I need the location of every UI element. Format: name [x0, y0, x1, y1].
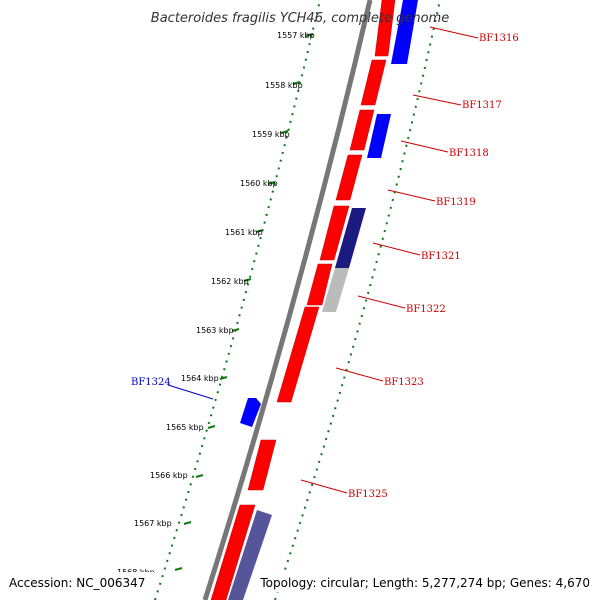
gene-label-bf1318[interactable]: BF1318 — [449, 148, 489, 159]
footer-right-bg — [255, 572, 595, 592]
ruler-tick-label: 1561 kbp — [225, 228, 263, 237]
gene-label-leaders — [167, 26, 479, 494]
ruler-tick-label: 1558 kbp — [265, 81, 303, 90]
gene-bf1321 — [319, 205, 350, 261]
outer-ruler-track — [274, 0, 441, 600]
ruler-tick-label: 1557 kbp — [277, 31, 315, 40]
accession-text: Accession: NC_006347 — [9, 576, 145, 590]
ruler-tick-label: 1564 kbp — [181, 374, 219, 383]
ruler-tick-label: 1563 kbp — [196, 326, 234, 335]
ruler-tick-label: 1567 kbp — [134, 519, 172, 528]
gene-bf1318 — [349, 109, 375, 151]
map-title: Bacteroides fragilis YCH46, complete gen… — [151, 11, 449, 26]
gene-bf1322 — [306, 263, 333, 306]
gene-bf1316 — [374, 0, 396, 57]
gene-reverse-4 — [322, 268, 349, 312]
gene-bf1324 — [240, 398, 261, 427]
genome-summary-text: Topology: circular; Length: 5,277,274 bp… — [259, 576, 590, 590]
gene-label-bf1325[interactable]: BF1325 — [348, 489, 388, 500]
gene-bf1323 — [276, 306, 320, 403]
ruler-tick-label: 1560 kbp — [240, 179, 278, 188]
gene-reverse-1 — [391, 0, 418, 64]
gene-label-bf1324[interactable]: BF1324 — [131, 377, 171, 388]
inner-ruler-track — [154, 0, 321, 600]
gene-bf1319 — [335, 154, 363, 201]
gene-bf1317 — [360, 59, 387, 106]
ruler-tick-label: 1565 kbp — [166, 423, 204, 432]
gene-label-bf1323[interactable]: BF1323 — [384, 377, 424, 388]
gene-label-bf1319[interactable]: BF1319 — [436, 197, 476, 208]
gene-reverse-6 — [228, 510, 272, 600]
gene-reverse-3 — [335, 208, 366, 268]
gene-label-bf1317[interactable]: BF1317 — [462, 100, 502, 111]
gene-label-bf1321[interactable]: BF1321 — [421, 251, 461, 262]
ruler-tick-label: 1566 kbp — [150, 471, 188, 480]
gene-label-bf1316[interactable]: BF1316 — [479, 33, 519, 44]
ruler-tick-label: 1559 kbp — [252, 130, 290, 139]
gene-label-bf1322[interactable]: BF1322 — [406, 304, 446, 315]
ruler-tick-marks — [174, 33, 314, 571]
gene-bf1325 — [247, 439, 277, 491]
genome-backbone — [202, 0, 373, 600]
gene-reverse-2 — [367, 114, 391, 158]
forward-genes — [210, 0, 396, 600]
footer-left-bg — [4, 572, 154, 592]
gene-bf1326 — [210, 504, 256, 600]
ruler-tick-label: 1562 kbp — [211, 277, 249, 286]
